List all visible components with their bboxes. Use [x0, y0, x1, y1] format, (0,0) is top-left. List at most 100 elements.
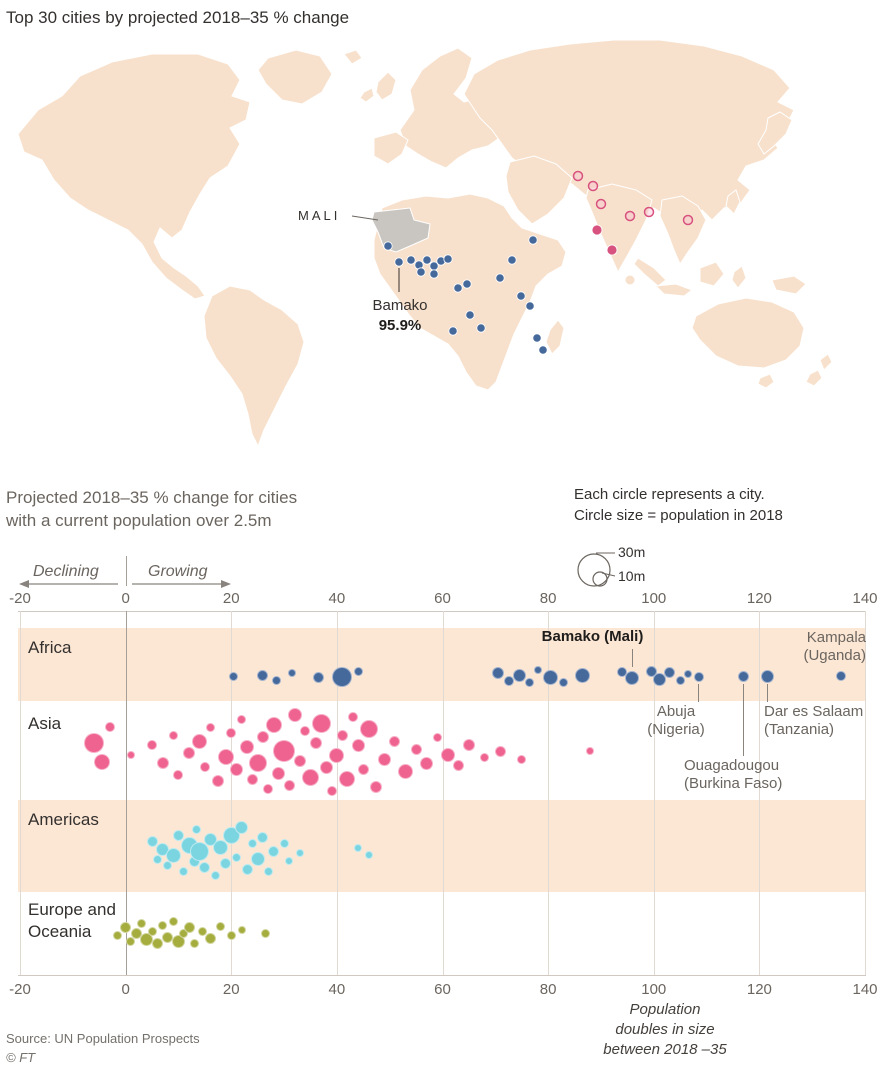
city-dot-asia: [336, 729, 348, 741]
population-note-line2: doubles in size: [615, 1021, 715, 1038]
map-city-dot-africa: [528, 235, 538, 245]
map-city-dot-africa: [516, 291, 526, 301]
city-dot-europe-and-oceania: [216, 921, 226, 931]
land-japan: [757, 111, 793, 155]
city-dot-asia: [319, 760, 333, 774]
axis-tick-label: 140: [852, 590, 878, 607]
callout-ouagadougou-line2: (Burkina Faso): [684, 775, 783, 792]
growing-arrow-head: [221, 580, 231, 588]
map-dot-layer: [383, 170, 694, 355]
callout-dar-line1: Dar es Salaam: [764, 703, 864, 720]
land-tasmania: [757, 373, 775, 389]
axis-tick-label: 120: [746, 981, 772, 998]
city-dot-asia: [398, 763, 414, 779]
city-dot-asia: [351, 738, 365, 752]
city-dot-asia: [248, 754, 267, 772]
axis-tick-label: 140: [852, 981, 878, 998]
city-dot-asia: [230, 762, 244, 776]
city-dot-asia: [440, 748, 455, 762]
city-dot-asia: [256, 731, 269, 743]
land-africa: [373, 193, 567, 391]
city-dot-europe-and-oceania: [226, 930, 236, 940]
axis-tick-label: 20: [222, 981, 240, 998]
chart-subtitle-line1: Projected 2018–35 % change for cities: [6, 488, 298, 507]
city-dot-europe-and-oceania: [158, 920, 168, 930]
city-dot-asia: [389, 735, 401, 747]
city-dot-asia: [192, 733, 208, 749]
city-dot-asia: [237, 714, 247, 724]
callout-bamako-line1: Bamako (Mali): [541, 628, 644, 645]
city-dot-europe-and-oceania: [183, 921, 195, 933]
row-label-africa: Africa: [28, 638, 72, 657]
city-dot-africa: [525, 677, 535, 687]
city-dot-americas: [210, 870, 220, 880]
land-sulawesi: [731, 265, 747, 289]
city-dot-asia: [246, 773, 258, 785]
map-city-dot-africa: [443, 254, 453, 264]
land-new-guinea: [771, 275, 807, 295]
row-label-americas: Americas: [28, 810, 99, 829]
map-city-dot-africa: [476, 323, 486, 333]
map-city-dot-asia-open: [643, 206, 655, 218]
chart-subtitle-line2: with a current population over 2.5m: [6, 511, 272, 530]
city-dot-asia: [452, 759, 464, 771]
city-dot-asia: [311, 713, 331, 733]
city-dot-africa: [503, 676, 514, 686]
city-dot-asia: [301, 768, 319, 786]
city-dot-africa: [287, 669, 296, 677]
callout-abuja-line2: (Nigeria): [647, 721, 705, 738]
land-philippines: [725, 189, 741, 215]
city-dot-africa: [559, 677, 569, 687]
city-dot-asia: [168, 730, 178, 740]
callout-dar-es-salaam: Dar es Salaam (Tanzania): [764, 703, 886, 739]
city-dot-asia: [480, 752, 490, 762]
direction-arrows: Declining Growing: [19, 563, 231, 588]
city-dot-europe-and-oceania: [147, 926, 157, 936]
world-map: MALI Bamako 95.9%: [17, 39, 833, 448]
city-dot-asia: [326, 786, 337, 796]
bamako-label: Bamako: [372, 297, 427, 314]
size-legend-small-circle: [592, 571, 608, 587]
city-dot-europe-and-oceania: [120, 921, 132, 933]
size-legend-small-tick: [601, 572, 616, 577]
city-dot-europe-and-oceania: [189, 938, 199, 948]
city-dot-asia: [370, 781, 383, 793]
circle-legend-line2: Circle size = population in 2018: [574, 507, 783, 524]
land-greenland: [257, 49, 333, 105]
city-dot-asia: [517, 754, 527, 764]
map-city-dot-asia-open: [682, 214, 694, 226]
source-note: Source: UN Population Prospects: [6, 1031, 200, 1046]
city-dot-asia: [226, 728, 237, 738]
map-city-dot-africa: [465, 310, 475, 320]
city-dot-africa: [625, 671, 640, 685]
land-borneo: [699, 261, 725, 287]
city-dot-africa: [512, 668, 526, 682]
axis-tick-label: 20: [222, 590, 240, 607]
city-dot-americas: [241, 863, 253, 875]
city-dot-asia: [240, 740, 255, 754]
city-dot-americas: [295, 849, 304, 857]
city-dot-asia: [199, 762, 210, 772]
city-dot-europe-and-oceania: [126, 936, 136, 946]
city-dot-asia: [462, 739, 475, 751]
city-dot-asia: [147, 740, 158, 750]
growing-label: Growing: [148, 563, 208, 580]
bottom-axis-line: [18, 975, 866, 976]
callout-kampala: Kampala (Uganda): [746, 629, 866, 665]
land-java: [654, 283, 694, 297]
city-dot-asia: [265, 717, 282, 733]
land-uk: [375, 71, 397, 101]
city-dot-asia: [273, 740, 296, 762]
size-legend-30m-label: 30m: [618, 544, 645, 560]
city-dot-europe-and-oceania: [171, 934, 185, 948]
city-dot-asia: [420, 756, 434, 770]
callout-abuja-line1: Abuja: [656, 703, 696, 720]
city-dot-asia: [357, 763, 369, 775]
city-dot-americas: [263, 866, 273, 876]
city-dot-asia: [283, 779, 295, 791]
map-city-dot-africa: [383, 241, 393, 251]
city-dot-asia: [104, 722, 115, 732]
city-dot-americas: [257, 831, 269, 843]
callout-ouagadougou-line1: Ouagadougou: [684, 757, 780, 774]
callout-kampala-line1: Kampala: [806, 629, 866, 646]
